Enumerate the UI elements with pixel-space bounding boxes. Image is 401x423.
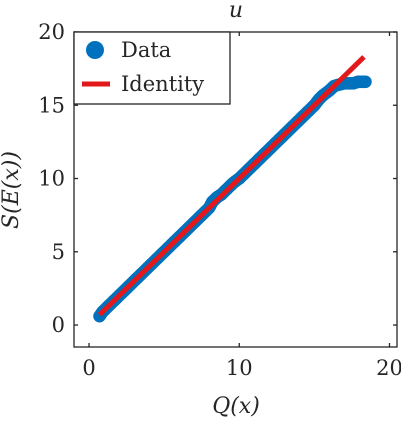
chart-title: u xyxy=(229,0,243,23)
y-tick-label: 0 xyxy=(52,313,65,337)
x-axis-label: Q(x) xyxy=(212,394,260,419)
y-ticks: 0 5 10 15 20 xyxy=(38,20,397,337)
y-tick-label: 10 xyxy=(38,167,65,191)
legend: Data Identity xyxy=(73,31,231,105)
y-tick-label: 5 xyxy=(52,240,65,264)
x-tick-label: 20 xyxy=(376,356,401,380)
y-tick-label: 15 xyxy=(38,93,65,117)
legend-label-data: Data xyxy=(121,38,171,62)
legend-label-identity: Identity xyxy=(121,72,204,96)
y-tick-label: 20 xyxy=(38,20,65,44)
y-axis-label: S(E(x)) xyxy=(0,151,24,229)
plot-area: 0 10 20 0 5 10 15 20 xyxy=(38,20,401,380)
x-tick-label: 10 xyxy=(226,356,253,380)
data-point xyxy=(359,75,372,89)
identity-line xyxy=(97,55,366,317)
legend-data-marker xyxy=(86,41,104,59)
x-tick-label: 0 xyxy=(82,356,95,380)
plot-frame xyxy=(73,31,398,348)
x-ticks: 0 10 20 xyxy=(82,32,401,380)
series-layer xyxy=(93,55,372,323)
